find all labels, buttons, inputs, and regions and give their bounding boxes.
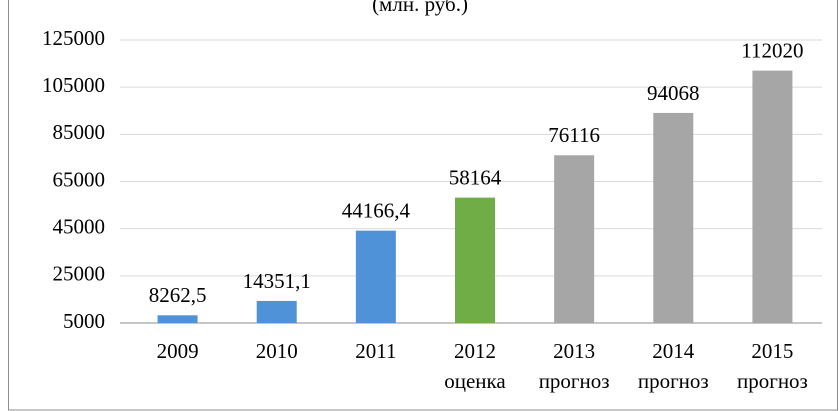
value-label: 76116 — [548, 123, 600, 147]
x-tick-label: прогноз — [638, 369, 709, 393]
x-tick-label: 2014 — [652, 339, 695, 363]
y-tick-label: 125000 — [42, 26, 105, 50]
bar — [157, 315, 198, 323]
x-tick-label: 2011 — [355, 339, 396, 363]
value-label: 58164 — [449, 165, 502, 189]
value-label: 112020 — [741, 38, 803, 62]
x-tick-label: прогноз — [737, 369, 808, 393]
bar — [752, 70, 793, 323]
y-tick-label: 65000 — [53, 167, 106, 191]
chart-title: (млн. руб.) — [372, 0, 468, 16]
value-label: 44166,4 — [342, 198, 411, 222]
bar — [355, 230, 396, 323]
y-tick-label: 85000 — [53, 120, 106, 144]
x-tick-label: 2010 — [256, 339, 298, 363]
value-label: 14351,1 — [243, 269, 311, 293]
x-tick-label: оценка — [444, 369, 506, 393]
chart-frame — [8, 0, 838, 411]
x-tick-label: 2009 — [157, 339, 199, 363]
y-tick-label: 25000 — [53, 262, 106, 286]
bar — [653, 112, 694, 323]
y-tick-label: 45000 — [53, 214, 106, 238]
x-tick-label: 2015 — [751, 339, 793, 363]
bar — [256, 300, 297, 323]
y-tick-label: 105000 — [42, 73, 105, 97]
x-tick-label: прогноз — [539, 369, 610, 393]
x-tick-label: 2012 — [454, 339, 496, 363]
value-label: 8262,5 — [149, 283, 207, 307]
y-tick-label: 5000 — [63, 309, 105, 333]
bar — [554, 155, 595, 323]
value-label: 94068 — [647, 81, 700, 105]
bar — [455, 197, 495, 323]
x-tick-label: 2013 — [553, 339, 595, 363]
